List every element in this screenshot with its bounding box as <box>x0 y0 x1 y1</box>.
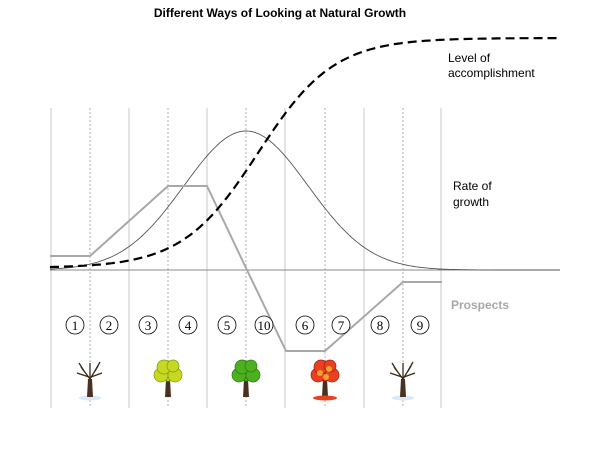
stage-number: 9 <box>417 318 424 333</box>
stage-marker-7: 7 <box>331 315 351 335</box>
spring-tree-icon <box>153 359 183 397</box>
diagram-title: Different Ways of Looking at Natural Gro… <box>154 6 406 20</box>
stage-dividers <box>50 108 442 408</box>
growth-rate-curve <box>49 130 560 271</box>
stage-marker-1: 1 <box>65 315 85 335</box>
stage-number: 3 <box>145 318 152 333</box>
stage-marker-2: 2 <box>99 315 119 335</box>
accomplishment-label-line1: Level of <box>448 51 491 65</box>
growth-rate-label-line1: Rate of <box>453 179 492 193</box>
stage-number: 6 <box>302 318 309 333</box>
autumn-tree-icon <box>310 359 340 401</box>
stage-markers: 1 2 3 4 5 10 6 7 8 9 <box>65 315 430 335</box>
winter-tree-icon-2 <box>389 361 416 401</box>
stage-marker-8: 8 <box>370 315 390 335</box>
stage-number: 10 <box>258 318 271 333</box>
prospects-label: Prospects <box>451 298 509 312</box>
season-trees <box>76 359 416 401</box>
stage-number: 2 <box>106 318 113 333</box>
summer-tree-icon <box>231 359 261 397</box>
stage-marker-5: 5 <box>217 315 237 335</box>
accomplishment-label-line2: accomplishment <box>448 66 535 80</box>
stage-marker-3: 3 <box>138 315 158 335</box>
stage-number: 5 <box>224 318 231 333</box>
winter-tree-icon <box>76 361 103 401</box>
stage-number: 7 <box>338 318 345 333</box>
stage-marker-4: 4 <box>178 315 198 335</box>
stage-marker-9: 9 <box>410 315 430 335</box>
stage-number: 4 <box>185 318 192 333</box>
stage-marker-10: 10 <box>254 315 274 335</box>
stage-number: 1 <box>72 318 79 333</box>
stage-marker-6: 6 <box>295 315 315 335</box>
growth-rate-label-line2: growth <box>453 195 489 209</box>
stage-number: 8 <box>377 318 384 333</box>
prospects-line <box>50 185 442 352</box>
accomplishment-curve <box>50 37 560 269</box>
